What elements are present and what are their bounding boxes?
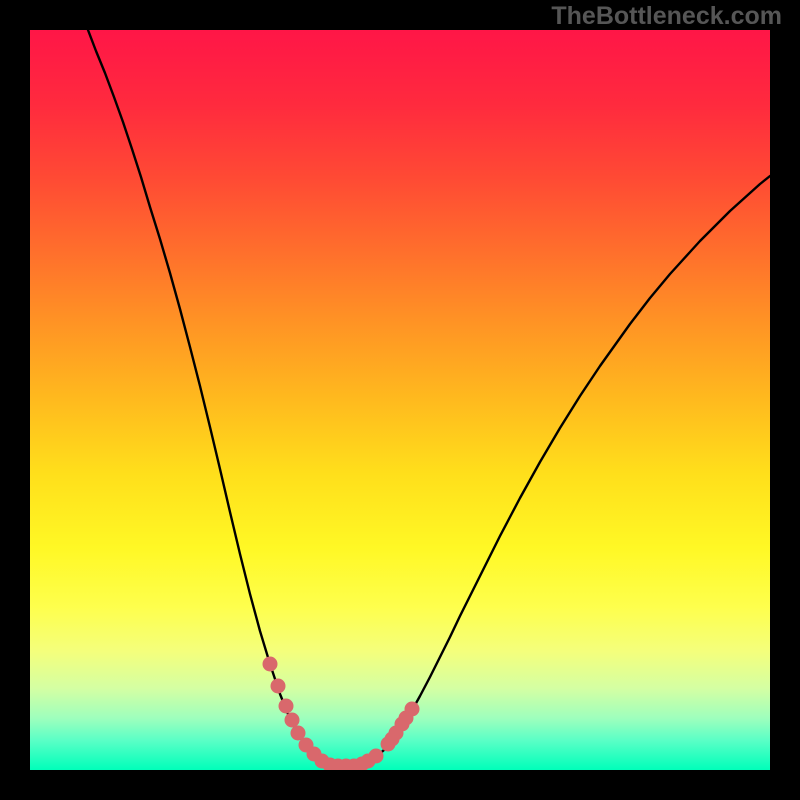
plot-area [30,30,770,770]
data-marker [263,657,278,672]
data-marker [369,749,384,764]
data-marker [405,702,420,717]
data-marker [279,699,294,714]
marker-group [263,657,420,771]
data-marker [271,679,286,694]
bottleneck-curve [88,30,770,766]
watermark-text: TheBottleneck.com [551,2,782,31]
data-marker [285,713,300,728]
curve-layer [30,30,770,770]
chart-frame: TheBottleneck.com [0,0,800,800]
